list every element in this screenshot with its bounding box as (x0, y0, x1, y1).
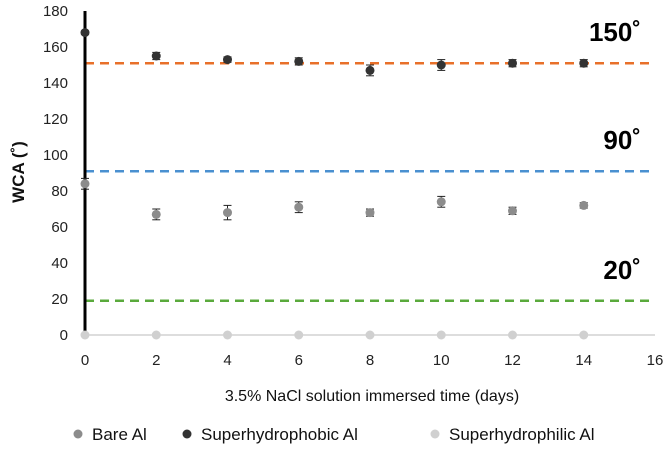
data-point (508, 206, 517, 216)
data-point (294, 56, 304, 66)
x-tick-label: 2 (152, 352, 160, 369)
data-point (365, 208, 375, 218)
data-point (436, 60, 446, 70)
y-tick-label: 40 (51, 255, 68, 272)
data-point (223, 55, 232, 65)
data-point (151, 330, 161, 340)
data-point (294, 202, 304, 212)
data-point (508, 58, 517, 68)
x-axis-title: 3.5% NaCl solution immersed time (days) (225, 388, 519, 405)
x-tick-label: 8 (366, 352, 374, 369)
data-point (365, 330, 375, 340)
legend-marker (73, 429, 83, 439)
legend-marker (430, 429, 440, 439)
x-tick-labels: 0 2 4 6 8 10 12 14 16 (81, 352, 664, 369)
legend-marker (182, 429, 192, 439)
y-axis-title: WCA (˚) (9, 141, 28, 203)
legend-label: Superhydrophilic Al (449, 425, 595, 444)
data-point (151, 51, 161, 61)
data-point (294, 330, 304, 340)
y-tick-label: 120 (43, 111, 68, 128)
data-point (80, 179, 90, 189)
y-tick-labels: 0 20 40 60 80 100 120 140 160 180 (43, 3, 68, 344)
data-point (223, 330, 232, 340)
y-tick-label: 20 (51, 291, 68, 308)
legend-label: Superhydrophobic Al (201, 425, 358, 444)
x-tick-label: 4 (223, 352, 231, 369)
y-tick-label: 0 (60, 327, 68, 344)
data-point (579, 200, 589, 210)
x-tick-label: 14 (575, 352, 592, 369)
y-tick-label: 60 (51, 219, 68, 236)
data-point (436, 197, 446, 207)
x-tick-label: 16 (647, 352, 664, 369)
legend: Bare Al Superhydrophobic Al Superhydrophil… (73, 425, 595, 444)
reference-line-label: 150˚ (589, 17, 641, 47)
data-point (151, 209, 161, 219)
x-tick-label: 10 (433, 352, 450, 369)
y-tick-label: 160 (43, 39, 68, 56)
data-point (80, 330, 90, 340)
y-tick-label: 140 (43, 75, 68, 92)
x-tick-label: 6 (295, 352, 303, 369)
reference-lines (85, 61, 655, 303)
y-tick-label: 100 (43, 147, 68, 164)
data-point (80, 28, 90, 38)
y-tick-label: 80 (51, 183, 68, 200)
annotations: 150˚ 90˚ 20˚ (589, 17, 641, 285)
data-point (579, 330, 589, 340)
x-tick-label: 12 (504, 352, 521, 369)
data-point (436, 330, 446, 340)
data-point (223, 208, 232, 218)
data-points (80, 28, 589, 340)
reference-line-label: 20˚ (603, 255, 641, 285)
data-point (365, 65, 375, 75)
legend-label: Bare Al (92, 425, 147, 444)
axes (83, 11, 655, 336)
reference-line-label: 90˚ (603, 125, 641, 155)
data-point (579, 58, 589, 68)
x-tick-label: 0 (81, 352, 89, 369)
y-tick-label: 180 (43, 3, 68, 20)
data-point (508, 330, 517, 340)
